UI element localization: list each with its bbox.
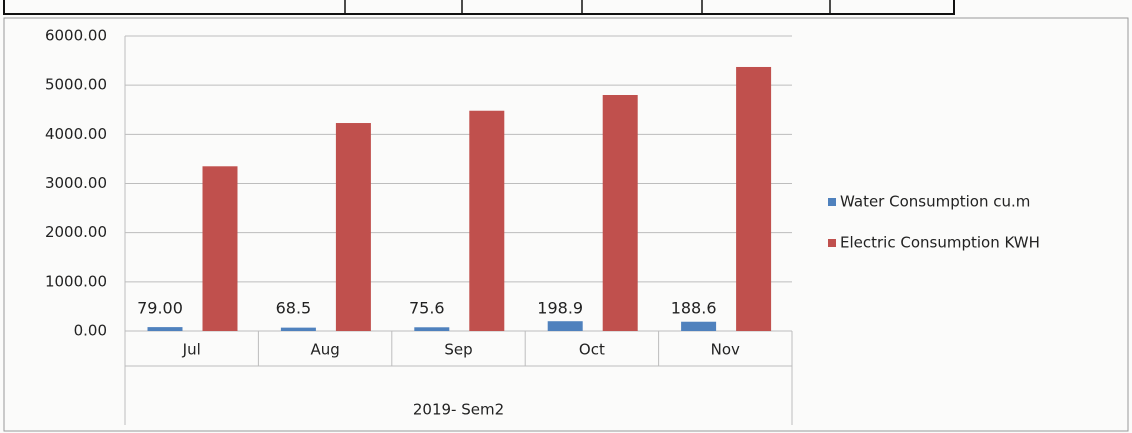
bar [280, 327, 316, 331]
bar [335, 123, 371, 332]
chart-frame [3, 17, 1129, 432]
legend-label: Electric Consumption KWH [840, 234, 1040, 252]
bar [681, 321, 717, 331]
legend-swatch [828, 198, 836, 206]
data-label: 198.9 [537, 299, 583, 318]
y-tick-label: 0.00 [74, 322, 107, 340]
x-tick-label: Aug [310, 341, 339, 359]
bar [547, 321, 583, 331]
table-fragment [3, 0, 955, 15]
x-tick-label: Jul [182, 341, 201, 359]
y-tick-label: 2000.00 [45, 223, 107, 241]
bar [147, 327, 183, 331]
y-tick-label: 3000.00 [45, 174, 107, 192]
y-tick-label: 4000.00 [45, 125, 107, 143]
x-tick-label: Oct [579, 341, 605, 359]
bar [469, 110, 505, 331]
bar [736, 66, 772, 331]
bar [414, 327, 450, 331]
data-label: 68.5 [276, 299, 312, 318]
data-label: 79.00 [137, 299, 183, 318]
y-tick-label: 1000.00 [45, 272, 107, 290]
y-tick-label: 5000.00 [45, 76, 107, 94]
bar [202, 166, 238, 331]
x-tick-label: Nov [711, 341, 740, 359]
y-tick-label: 6000.00 [45, 27, 107, 45]
data-label: 188.6 [671, 299, 717, 318]
x-tick-label: Sep [444, 341, 472, 359]
legend-swatch [828, 239, 836, 247]
group-label: 2019- Sem2 [413, 401, 504, 419]
data-label: 75.6 [409, 299, 445, 318]
bar [602, 95, 638, 331]
legend-label: Water Consumption cu.m [840, 193, 1030, 211]
